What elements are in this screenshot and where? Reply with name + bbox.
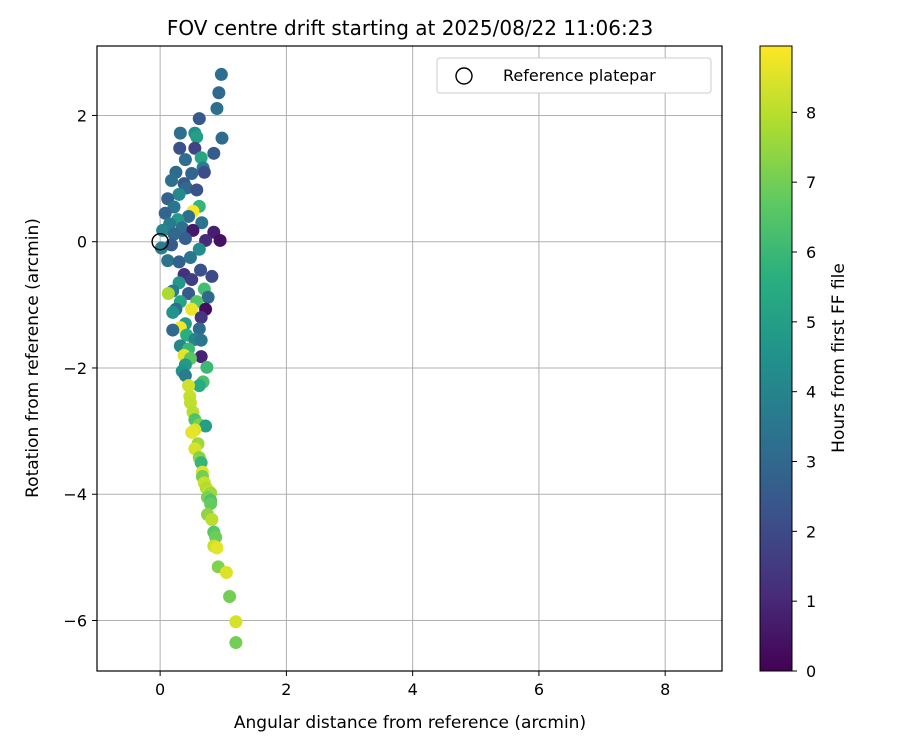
data-point bbox=[205, 269, 219, 283]
data-point bbox=[194, 350, 208, 364]
data-point bbox=[154, 241, 168, 255]
data-point bbox=[167, 227, 181, 241]
data-point bbox=[200, 360, 214, 374]
y-tick-label: 2 bbox=[77, 106, 87, 125]
x-tick-label: 6 bbox=[534, 680, 544, 699]
data-point bbox=[223, 590, 237, 604]
data-point bbox=[194, 263, 208, 277]
data-point bbox=[194, 456, 208, 470]
chart-title: FOV centre drift starting at 2025/08/22 … bbox=[167, 16, 653, 40]
data-point bbox=[192, 379, 206, 393]
data-point bbox=[185, 425, 199, 439]
data-point bbox=[199, 419, 213, 433]
colorbar-tick-label: 7 bbox=[806, 173, 816, 192]
data-point bbox=[182, 209, 196, 223]
data-point bbox=[183, 250, 197, 264]
data-point bbox=[194, 151, 208, 165]
colorbar-tick-label: 0 bbox=[806, 662, 816, 681]
colorbar: 0 1 2 3 4 5 6 7 8 Hours from first FF file bbox=[759, 45, 849, 681]
y-axis-label: Rotation from reference (arcmin) bbox=[23, 218, 43, 498]
x-tick-label: 0 bbox=[155, 680, 165, 699]
data-point bbox=[194, 310, 208, 324]
colorbar-label: Hours from first FF file bbox=[829, 263, 849, 453]
data-point bbox=[185, 167, 199, 181]
x-tick-label: 2 bbox=[281, 680, 291, 699]
data-point bbox=[185, 302, 199, 316]
legend: Reference platepar bbox=[436, 57, 712, 94]
data-point bbox=[197, 165, 211, 179]
data-point bbox=[229, 636, 243, 650]
data-point bbox=[192, 112, 206, 126]
data-point bbox=[190, 130, 204, 144]
data-point bbox=[204, 497, 218, 511]
plot-frame bbox=[96, 45, 723, 672]
colorbar-tick-label: 6 bbox=[806, 243, 816, 262]
data-point bbox=[201, 290, 215, 304]
data-point bbox=[182, 286, 196, 300]
data-point bbox=[173, 141, 187, 155]
data-point bbox=[188, 141, 202, 155]
colorbar-tick-label: 4 bbox=[806, 383, 816, 402]
y-tick-label: −4 bbox=[63, 485, 87, 504]
data-point bbox=[178, 232, 192, 246]
data-point bbox=[210, 541, 224, 555]
legend-label: Reference platepar bbox=[503, 66, 656, 85]
data-point bbox=[210, 102, 224, 115]
data-point bbox=[229, 615, 243, 629]
data-point bbox=[172, 187, 186, 201]
data-point bbox=[212, 86, 226, 100]
data-point bbox=[172, 255, 186, 269]
data-point bbox=[192, 242, 206, 256]
colorbar-tick-label: 5 bbox=[806, 313, 816, 332]
data-points bbox=[154, 67, 243, 650]
data-point bbox=[164, 173, 178, 187]
data-point bbox=[190, 183, 204, 197]
data-point bbox=[207, 146, 221, 160]
colorbar-gradient bbox=[759, 45, 793, 672]
grid-lines bbox=[97, 46, 722, 671]
y-tick-label: −2 bbox=[63, 359, 87, 378]
data-point bbox=[161, 254, 175, 268]
data-point bbox=[213, 233, 227, 247]
y-tick-label: −6 bbox=[63, 611, 87, 630]
colorbar-tick-label: 1 bbox=[806, 592, 816, 611]
x-axis-ticks: 0 2 4 6 8 bbox=[155, 671, 670, 699]
data-point bbox=[178, 153, 192, 167]
data-point bbox=[192, 322, 206, 336]
colorbar-ticks: 0 1 2 3 4 5 6 7 8 bbox=[792, 103, 816, 681]
data-point bbox=[166, 323, 180, 337]
data-point bbox=[215, 131, 229, 145]
colorbar-tick-label: 2 bbox=[806, 522, 816, 541]
colorbar-tick-label: 8 bbox=[806, 103, 816, 122]
data-point bbox=[214, 67, 228, 81]
y-axis-ticks: −6 −4 −2 0 2 bbox=[63, 106, 97, 630]
data-point bbox=[185, 273, 199, 287]
x-tick-label: 8 bbox=[660, 680, 670, 699]
colorbar-tick-label: 3 bbox=[806, 453, 816, 472]
data-point bbox=[182, 379, 196, 393]
data-point bbox=[156, 223, 170, 237]
y-tick-label: 0 bbox=[77, 233, 87, 252]
data-point bbox=[173, 126, 187, 140]
data-point bbox=[186, 223, 200, 237]
data-point bbox=[195, 216, 209, 230]
x-axis-label: Angular distance from reference (arcmin) bbox=[234, 713, 586, 733]
data-point bbox=[205, 512, 219, 526]
legend-box bbox=[436, 57, 712, 94]
x-tick-label: 4 bbox=[408, 680, 418, 699]
data-point bbox=[194, 333, 208, 347]
data-point bbox=[219, 566, 233, 580]
reference-platepar-marker bbox=[151, 233, 169, 251]
data-point bbox=[161, 286, 175, 300]
data-point bbox=[178, 369, 192, 383]
data-point bbox=[158, 206, 172, 220]
legend-marker-open-circle bbox=[455, 67, 473, 85]
data-point bbox=[166, 305, 180, 319]
